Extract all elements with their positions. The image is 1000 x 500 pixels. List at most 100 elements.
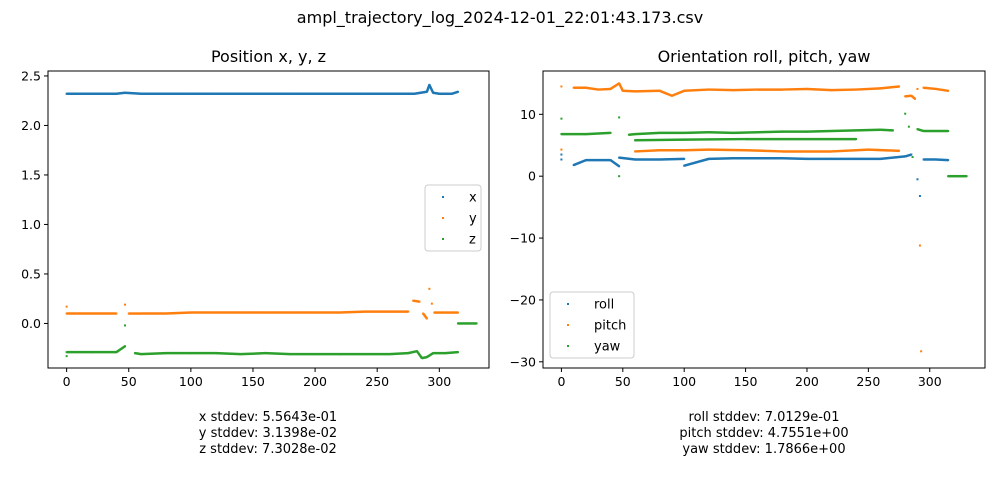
data-point bbox=[456, 90, 459, 93]
x-tick-label: 150 bbox=[241, 374, 265, 389]
data-point bbox=[430, 302, 433, 305]
y-tick-label: 2.0 bbox=[21, 118, 41, 133]
data-point-run bbox=[782, 87, 808, 91]
data-point bbox=[910, 153, 913, 156]
data-point-run bbox=[708, 156, 734, 161]
data-point-run bbox=[573, 158, 587, 167]
data-point bbox=[560, 85, 563, 88]
data-point-run bbox=[904, 153, 912, 158]
legend-label-yaw: yaw bbox=[594, 340, 621, 355]
yaw-stddev-text: yaw stddev: 1.7866e+00 bbox=[682, 442, 846, 457]
data-point-run bbox=[880, 128, 893, 132]
data-point-run bbox=[708, 88, 734, 92]
x-tick-label: 100 bbox=[672, 374, 696, 389]
data-point bbox=[898, 149, 901, 152]
data-point-run bbox=[880, 85, 900, 90]
data-point bbox=[560, 153, 563, 156]
plot-frame bbox=[47, 70, 490, 369]
data-point bbox=[916, 178, 919, 181]
data-point bbox=[965, 175, 968, 178]
data-point bbox=[407, 310, 410, 313]
legend-marker-z bbox=[442, 238, 444, 240]
x-stddev-text: x stddev: 5.5643e-01 bbox=[198, 410, 338, 425]
legend-box bbox=[424, 184, 482, 252]
data-point-run bbox=[757, 130, 783, 134]
data-point-run bbox=[414, 91, 421, 96]
data-point-run bbox=[628, 132, 636, 136]
data-point-run bbox=[733, 88, 758, 92]
x-tick-label: 100 bbox=[179, 374, 203, 389]
data-point-run bbox=[868, 148, 900, 153]
y-tick-label: 0 bbox=[528, 169, 536, 184]
legend-box bbox=[549, 291, 635, 359]
data-point-run bbox=[935, 158, 949, 162]
data-point bbox=[418, 300, 421, 303]
data-point-run bbox=[806, 129, 832, 133]
data-point bbox=[560, 158, 563, 161]
x-tick-label: 50 bbox=[121, 374, 137, 389]
data-point bbox=[618, 175, 621, 178]
data-point-run bbox=[451, 90, 459, 95]
data-point bbox=[916, 128, 919, 131]
data-point bbox=[124, 324, 127, 327]
legend-marker-yaw bbox=[567, 345, 569, 347]
data-point-run bbox=[733, 131, 758, 135]
data-point bbox=[124, 303, 127, 306]
data-point bbox=[947, 89, 950, 92]
chart-title: Orientation roll, pitch, yaw bbox=[658, 47, 871, 66]
data-point bbox=[618, 165, 621, 168]
data-point bbox=[425, 317, 428, 320]
data-point-run bbox=[745, 148, 783, 153]
data-point-run bbox=[831, 88, 857, 92]
data-point-run bbox=[917, 127, 924, 133]
series-x bbox=[65, 83, 459, 96]
data-point-run bbox=[708, 148, 746, 152]
legend-label-z: z bbox=[469, 233, 476, 248]
data-point-run bbox=[618, 156, 636, 161]
data-point-run bbox=[635, 138, 685, 142]
data-point bbox=[947, 130, 950, 133]
legend-marker-pitch bbox=[567, 324, 569, 326]
data-point bbox=[65, 355, 68, 358]
y-tick-label: 10 bbox=[520, 107, 536, 122]
data-point-run bbox=[831, 129, 857, 133]
legend-marker-x bbox=[442, 196, 444, 198]
data-point bbox=[475, 322, 478, 325]
data-point-run bbox=[684, 148, 709, 152]
data-point bbox=[947, 159, 950, 162]
data-point-run bbox=[935, 87, 949, 93]
data-point bbox=[609, 131, 612, 134]
data-point-run bbox=[684, 88, 709, 93]
data-point-run bbox=[782, 156, 808, 161]
legend: roll pitch yaw bbox=[549, 291, 635, 359]
plot-frame bbox=[542, 70, 986, 369]
legend: xyz bbox=[424, 184, 482, 252]
data-point-run bbox=[635, 89, 660, 93]
x-tick-label: 300 bbox=[918, 374, 942, 389]
legend-marker-y bbox=[442, 217, 444, 219]
data-point-run bbox=[635, 148, 660, 153]
data-point-run bbox=[141, 351, 167, 356]
data-point-run bbox=[598, 87, 611, 91]
x-tick-label: 200 bbox=[795, 374, 819, 389]
x-tick-label: 200 bbox=[303, 374, 327, 389]
data-point bbox=[456, 311, 459, 314]
data-point bbox=[907, 125, 910, 128]
pitch-stddev-text: pitch stddev: 4.7551e+00 bbox=[679, 426, 849, 441]
data-point-run bbox=[708, 131, 734, 135]
y-tick-label: 1.5 bbox=[21, 167, 41, 182]
data-point bbox=[916, 87, 919, 90]
data-point-run bbox=[905, 94, 912, 98]
series-roll bbox=[560, 153, 950, 197]
x-tick-label: 50 bbox=[615, 374, 631, 389]
data-point bbox=[560, 117, 563, 120]
y-tick-label: 0.0 bbox=[21, 316, 41, 331]
y-tick-label: 0.5 bbox=[21, 266, 41, 281]
x-tick-label: 150 bbox=[734, 374, 758, 389]
data-point bbox=[891, 129, 894, 132]
data-point-run bbox=[413, 299, 420, 303]
series-y bbox=[65, 287, 459, 320]
legend-label-pitch: pitch bbox=[594, 319, 626, 334]
y-tick-label: −30 bbox=[510, 354, 536, 369]
data-point-run bbox=[618, 82, 624, 92]
